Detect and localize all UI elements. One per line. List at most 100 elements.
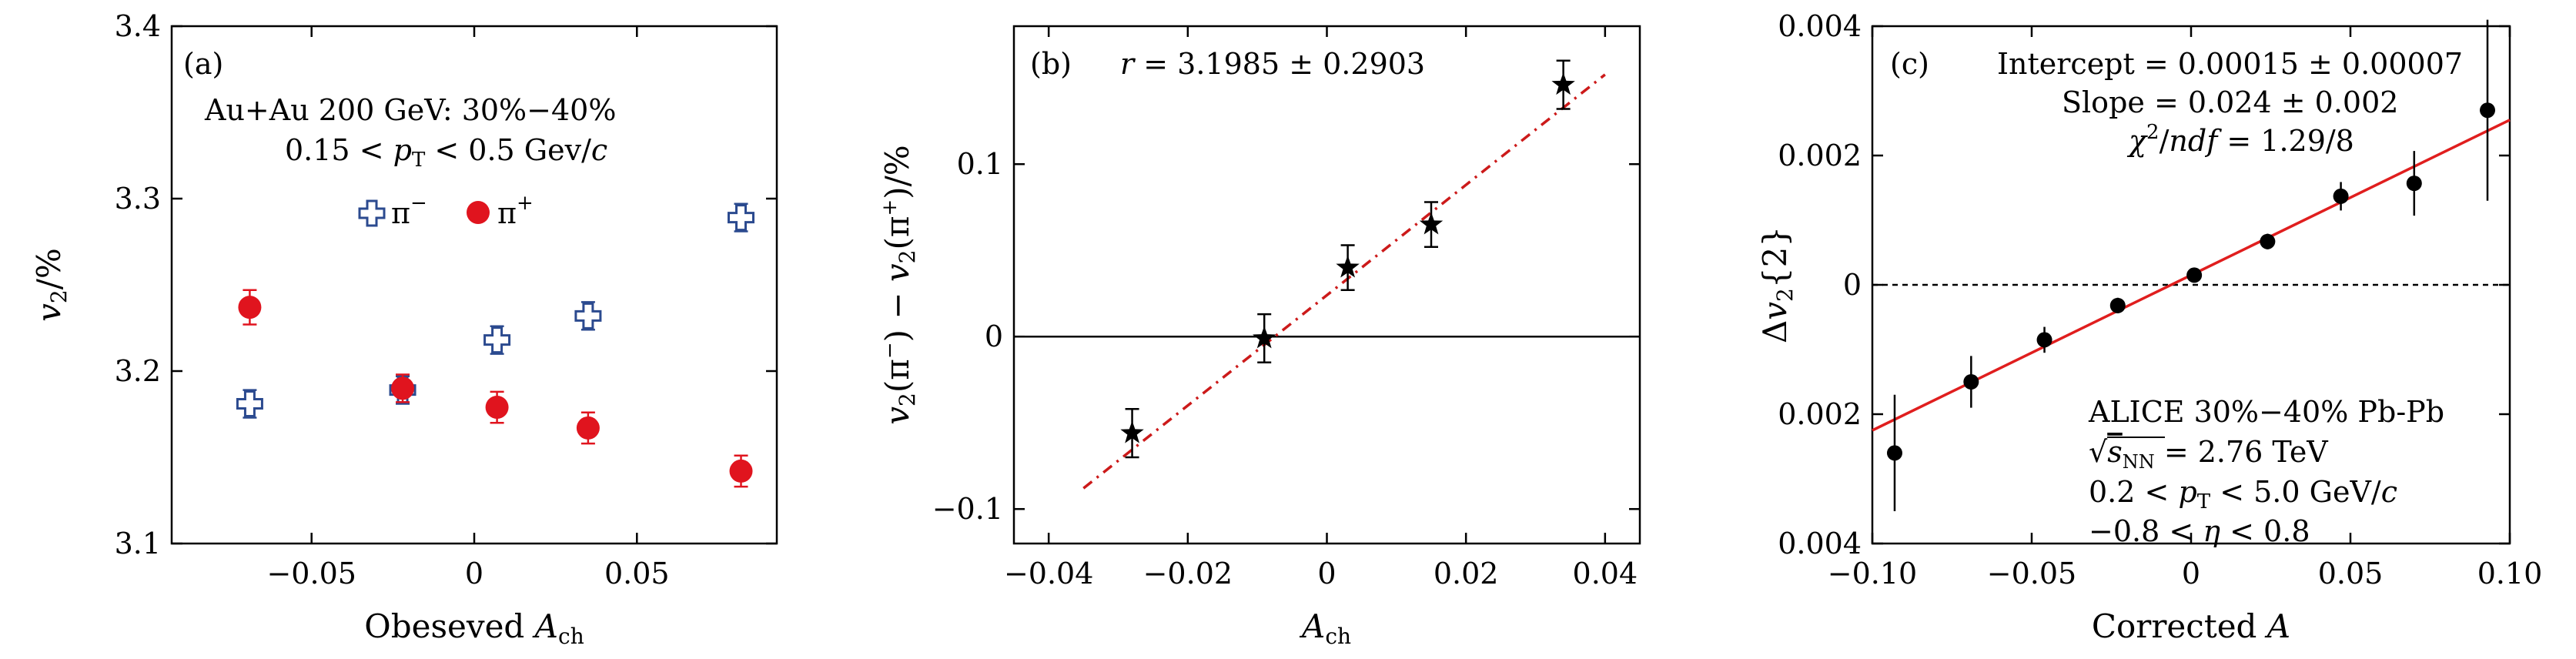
panel-c-data-point xyxy=(2036,326,2052,353)
panel-c-annotation-alice: ALICE 30%−40% Pb-Pb xyxy=(2088,395,2444,429)
panel-a-ytick-label: 3.3 xyxy=(115,182,161,216)
panel-c-annotation-slope: Slope = 0.024 ± 0.002 xyxy=(2062,85,2398,119)
panel-a-marker-pi-minus xyxy=(728,204,755,232)
panel-a-data-point xyxy=(729,454,753,488)
panel-c-marker-point xyxy=(1963,374,1979,390)
panel-b-data-point xyxy=(1336,244,1360,291)
panel-c-marker-point xyxy=(2109,297,2126,313)
panel-c-marker-point xyxy=(2186,267,2203,283)
panel-a-marker-pi-minus xyxy=(574,302,602,330)
panel-a-marker-pi-plus xyxy=(391,376,415,400)
panel-a-marker-pi-plus xyxy=(576,416,600,440)
panel-c-data-point xyxy=(2480,19,2496,201)
panel-a-label: (a) xyxy=(183,47,223,81)
panel-b-ylabel: v2(π−) − v2(π+)/% xyxy=(878,145,920,424)
panel-b-data-point xyxy=(1252,313,1276,364)
panel-b-data-point xyxy=(1551,59,1575,110)
panel-a-data-point xyxy=(236,389,263,419)
panel-b-annotation-r: r = 3.1985 ± 0.2903 xyxy=(1120,47,1425,81)
panel-a-ytick-label: 3.2 xyxy=(115,354,161,388)
panel-a-legend: π− π+ xyxy=(358,192,534,230)
panel-c-data-point xyxy=(2260,233,2276,249)
panel-b-xlabel: Ach xyxy=(1299,607,1351,649)
panel-c-xtick-label: 0.05 xyxy=(2318,557,2384,590)
panel-c-annotation-chi2: χ2/ndf = 1.29/8 xyxy=(2126,121,2354,158)
panel-a-marker-pi-minus xyxy=(483,326,511,354)
panel-c-annotation-energy: √sNN = 2.76 TeV xyxy=(2089,435,2328,473)
panel-b-xtick-label: 0.02 xyxy=(1434,557,1499,590)
panel-b-marker-star xyxy=(1252,326,1276,349)
legend-pi-plus-label: π+ xyxy=(497,192,534,230)
panel-c: −0.10 −0.05 0 0.05 0.10 0.004 0.002 0 0.002 0.004… xyxy=(1756,9,2542,645)
panel-a-marker-pi-plus xyxy=(238,296,262,319)
panel-a-ylabel: v2/% xyxy=(30,248,72,322)
panel-c-xtick-label: 0 xyxy=(2182,557,2200,590)
panel-a: −0.05 0 0.05 3.1 3.2 3.3 3.4 (a) Au+Au 200 GeV… xyxy=(30,9,778,649)
panel-c-data-point xyxy=(2109,297,2126,313)
panel-a-xlabel: Obeseved Ach xyxy=(364,607,584,649)
panel-b-ytick-label: 0.1 xyxy=(957,147,1003,181)
panel-b-label: (b) xyxy=(1030,47,1072,81)
panel-c-annotation-pt: 0.2 < pT < 5.0 GeV/c xyxy=(2089,475,2397,513)
panel-a-data-point xyxy=(238,289,262,326)
legend-pi-plus-marker xyxy=(467,201,490,224)
panel-a-ytick-label: 3.4 xyxy=(115,9,161,43)
panel-b-marker-star xyxy=(1551,72,1575,95)
panel-c-marker-point xyxy=(2333,188,2349,204)
panel-c-marker-point xyxy=(2480,102,2496,119)
panel-a-data-point xyxy=(576,411,600,445)
panel-c-data-point xyxy=(2186,267,2203,283)
panel-a-data-point xyxy=(485,390,509,424)
panel-a-xtick-label: 0.05 xyxy=(604,557,670,590)
panel-a-annotation-pt: 0.15 < pT < 0.5 Gev/c xyxy=(285,133,607,172)
panel-c-xtick-label: −0.10 xyxy=(1828,557,1917,590)
panel-a-data-point xyxy=(728,202,755,232)
panel-b-xtick-label: 0.04 xyxy=(1573,557,1638,590)
legend-pi-minus-marker xyxy=(358,199,386,227)
panel-c-ylabel: Δv2{2} xyxy=(1756,226,1798,343)
panel-c-xtick-label: 0.10 xyxy=(2477,557,2543,590)
panel-b-ytick-label: −0.1 xyxy=(932,492,1003,526)
panel-c-marker-point xyxy=(1886,445,1902,461)
panel-b: −0.04 −0.02 0 0.02 0.04 −0.1 0 0.1 (b) r = 3.19… xyxy=(878,25,1641,649)
panel-c-ytick-label: 0.004 xyxy=(1778,527,1862,560)
panel-b-data-point xyxy=(1419,201,1444,248)
panel-c-annotation-eta: −0.8 < η < 0.8 xyxy=(2089,514,2310,548)
panel-c-xtick-label: −0.05 xyxy=(1987,557,2076,590)
panel-c-ytick-label: 0.004 xyxy=(1778,9,1862,43)
panel-b-marker-star xyxy=(1419,212,1444,235)
panel-c-marker-point xyxy=(2406,176,2422,192)
panel-c-ytick-label: 0.002 xyxy=(1778,139,1862,172)
panel-b-frame xyxy=(1012,25,1641,545)
panel-b-xtick-label: 0 xyxy=(1317,557,1336,590)
panel-b-xtick-label: −0.02 xyxy=(1143,557,1233,590)
panel-c-ytick-label: 0 xyxy=(1843,268,1862,302)
panel-b-marker-star xyxy=(1120,420,1144,443)
panel-c-data-point xyxy=(1886,394,1902,511)
panel-a-xtick-label: 0 xyxy=(465,557,483,590)
panel-a-annotation-system: Au+Au 200 GeV: 30%−40% xyxy=(204,93,616,127)
panel-c-data-point xyxy=(2406,151,2422,216)
panel-a-marker-pi-plus xyxy=(485,396,509,420)
panel-b-fit-line xyxy=(1082,73,1606,490)
panel-c-label: (c) xyxy=(1890,47,1929,81)
panel-a-xtick-label: −0.05 xyxy=(266,557,356,590)
panel-c-data-point xyxy=(1963,356,1979,408)
panel-a-data-point xyxy=(483,325,511,355)
svg-text:√sNN = 2.76 TeV: √sNN = 2.76 TeV xyxy=(2089,435,2328,473)
panel-a-data-point xyxy=(574,301,602,331)
panel-b-marker-star xyxy=(1336,255,1360,278)
panel-a-ytick-label: 3.1 xyxy=(115,527,161,560)
panel-c-marker-point xyxy=(2036,332,2052,348)
panel-c-ytick-label: 0.002 xyxy=(1778,397,1862,431)
panel-b-ytick-label: 0 xyxy=(985,319,1003,353)
panel-c-data-point xyxy=(2333,182,2349,211)
panel-c-marker-point xyxy=(2260,233,2276,249)
panel-c-xlabel: Corrected A xyxy=(2092,607,2290,645)
panel-b-data-point xyxy=(1120,408,1144,459)
legend-pi-minus-label: π− xyxy=(391,192,427,230)
panel-a-marker-pi-plus xyxy=(729,459,753,483)
panel-a-marker-pi-minus xyxy=(236,390,263,418)
panel-a-data-point xyxy=(391,373,415,403)
